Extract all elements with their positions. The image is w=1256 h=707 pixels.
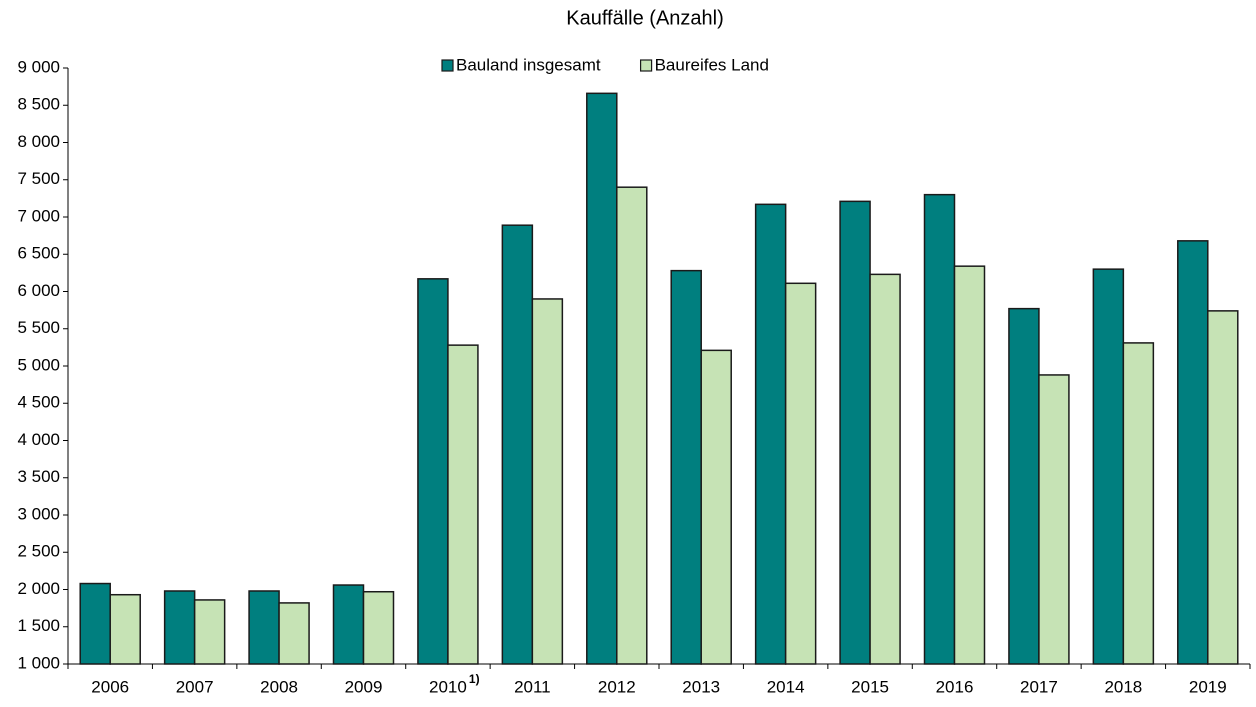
footnote-mark: 1) [469,672,480,686]
legend-label: Bauland insgesamt [456,55,601,74]
bar [1038,374,1070,665]
y-tick-label: 1 000 [17,653,60,672]
x-tick-label: 2007 [176,677,214,696]
y-tick-label: 4 000 [17,430,60,449]
bar [447,344,479,665]
bar [417,278,449,665]
bar [193,599,226,665]
y-tick-label: 5 500 [17,318,60,337]
bar [869,273,901,665]
bar [1008,307,1040,665]
bar [586,92,618,665]
bar [700,349,732,665]
y-tick-label: 9 000 [17,57,60,76]
bar [362,590,395,665]
bar [501,224,534,665]
bar [278,602,310,665]
x-tick-label: 2013 [682,677,720,696]
x-tick-label: 2009 [345,677,383,696]
y-tick-label: 7 000 [17,206,60,225]
bar [784,282,817,665]
x-tick-label: 2012 [598,677,636,696]
y-tick-label: 2 500 [17,542,60,561]
y-tick-label: 6 000 [17,281,60,300]
y-tick-label: 7 500 [17,169,60,188]
y-tick-label: 8 000 [17,132,60,151]
bar [79,582,111,665]
bar [163,590,196,665]
x-tick-label: 2006 [91,677,129,696]
y-tick-label: 3 500 [17,467,60,486]
y-tick-label: 5 000 [17,355,60,374]
y-tick-label: 3 000 [17,504,60,523]
y-tick-label: 2 000 [17,579,60,598]
bar [332,584,365,665]
bar [1092,268,1125,665]
legend-swatch [441,59,454,72]
bar [531,298,564,665]
y-tick-label: 4 500 [17,393,60,412]
bar [109,593,141,665]
x-tick-label: 2015 [851,677,889,696]
chart-title: Kauffälle (Anzahl) [566,7,724,29]
bar [1122,342,1155,665]
x-tick-label: 2016 [936,677,974,696]
y-tick-label: 1 500 [17,616,60,635]
x-tick-label: 2008 [260,677,298,696]
y-tick-label: 8 500 [17,95,60,114]
y-tick-label: 6 500 [17,244,60,263]
x-tick-label: 2018 [1104,677,1142,696]
bar [670,269,702,665]
x-tick-label: 2011 [514,677,551,696]
legend-swatch [639,59,653,72]
legend-label: Baureifes Land [655,55,769,74]
x-tick-label: 2017 [1020,677,1058,696]
bar [953,265,986,665]
bar [1207,310,1239,665]
x-tick-label: 2014 [767,677,805,696]
bar [616,186,648,665]
bar [839,200,871,665]
x-tick-label: 2019 [1189,677,1227,696]
bar [923,193,956,665]
bar [754,203,787,665]
x-tick-label: 2010 [429,677,467,696]
bar [1177,240,1209,665]
bar [248,590,280,665]
